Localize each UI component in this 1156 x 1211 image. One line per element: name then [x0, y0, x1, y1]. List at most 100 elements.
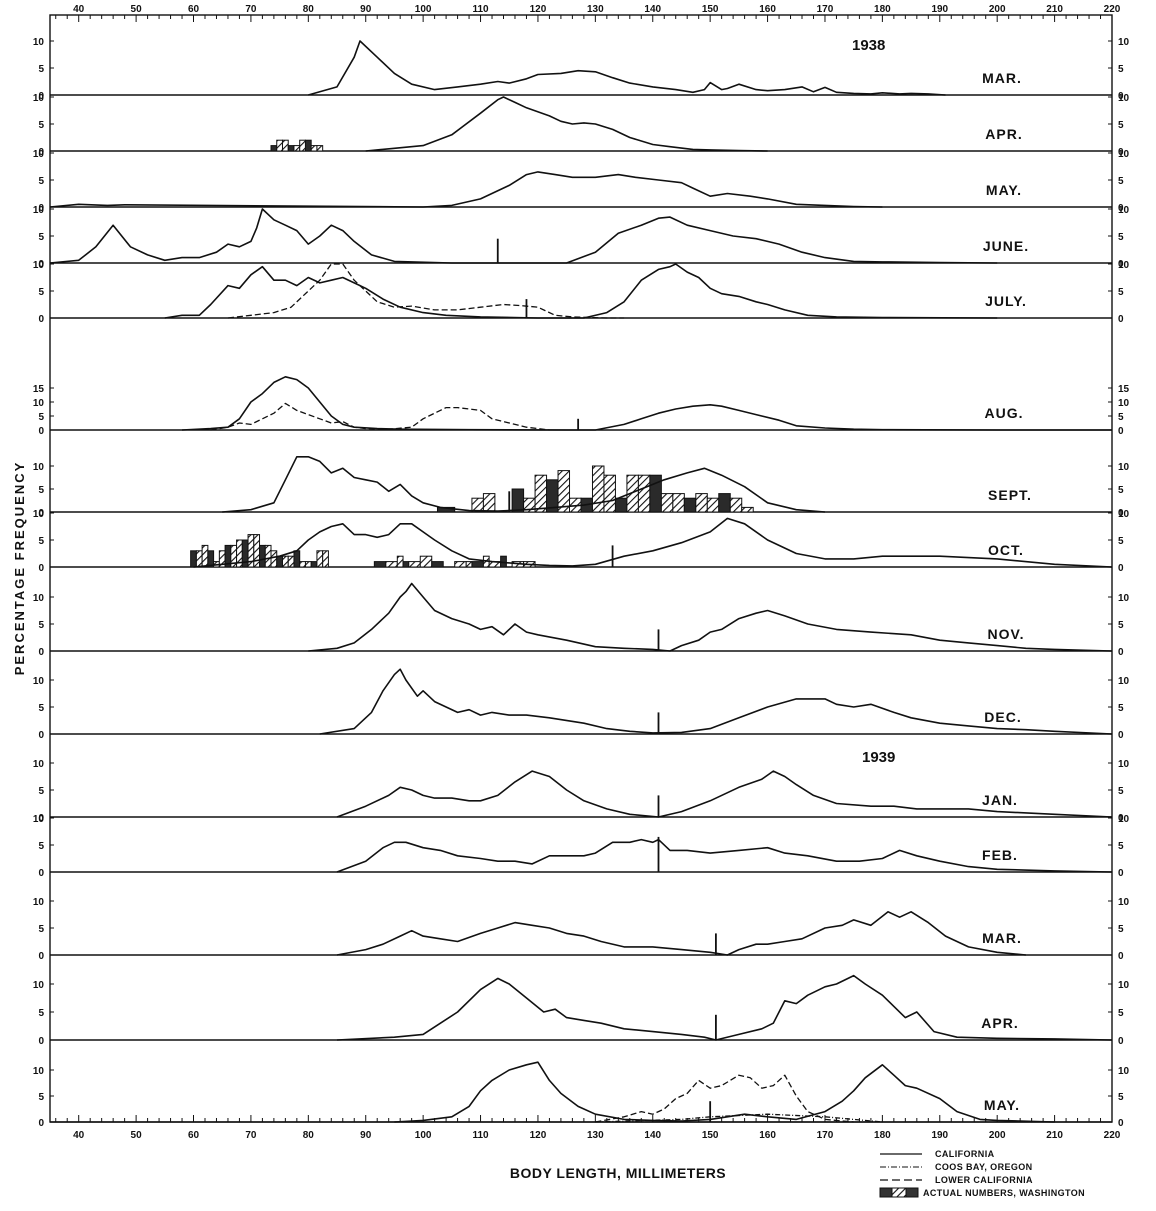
month-label: AUG. [985, 405, 1024, 421]
month-label: JULY. [985, 293, 1027, 309]
california-series-line [49, 171, 883, 208]
y-tick-label-right: 0 [1118, 813, 1124, 824]
panel-4: 0 0 5 5 10 10 JUNE. [33, 205, 1130, 270]
y-tick-label-right: 5 [1118, 287, 1124, 298]
y-tick-label-right: 10 [1118, 593, 1130, 604]
washington-bar [431, 561, 444, 568]
california-series-line [394, 1061, 1055, 1123]
washington-bar [385, 561, 398, 568]
y-tick-label-right: 5 [1118, 176, 1124, 187]
washington-bar [253, 534, 261, 568]
washington-bar [534, 474, 548, 513]
month-label: APR. [981, 1015, 1018, 1031]
x-tick-label-top: 100 [415, 4, 432, 15]
washington-bar [259, 544, 266, 568]
washington-bar [276, 139, 283, 152]
panel-9: 0 0 5 5 10 10 NOV. [33, 582, 1130, 658]
x-tick-label-bottom: 40 [73, 1130, 85, 1141]
x-tick-label-top: 220 [1104, 4, 1121, 15]
y-tick-label-right: 0 [1118, 91, 1124, 102]
x-tick-label-bottom: 220 [1104, 1130, 1121, 1141]
month-label: OCT. [988, 542, 1024, 558]
y-tick-label-right: 5 [1118, 536, 1124, 547]
y-tick-label-left: 5 [38, 1092, 44, 1103]
month-label: MAY. [986, 182, 1022, 198]
x-tick-label-top: 50 [131, 4, 143, 15]
x-tick-label-bottom: 50 [131, 1130, 143, 1141]
x-tick-label-top: 180 [874, 4, 891, 15]
y-tick-label-left: 10 [33, 260, 45, 271]
y-tick-label-right: 10 [1118, 462, 1130, 473]
panel-6: 0 0 5 5 10 10 15 15 AUG. [33, 375, 1130, 437]
y-tick-label-left: 10 [33, 205, 45, 216]
washington-bar [454, 561, 467, 568]
x-tick-label-top: 140 [644, 4, 661, 15]
washington-bar [419, 555, 433, 568]
legend: CALIFORNIA COOS BAY, OREGON LOWER CALIFO… [879, 1149, 1085, 1198]
panel-11: 0 0 5 5 10 10 JAN. [33, 759, 1130, 824]
panel-7: 0 0 5 5 10 10 SEPT. [33, 455, 1130, 519]
y-tick-label-right: 5 [1118, 232, 1124, 243]
washington-bar [207, 550, 215, 568]
washington-bar [741, 506, 754, 513]
y-tick-label-right: 10 [1118, 205, 1130, 216]
year-label-1938: 1938 [852, 37, 885, 54]
y-tick-label-right: 0 [1118, 868, 1124, 879]
y-tick-label-right: 10 [1118, 260, 1130, 271]
y-tick-label-left: 5 [38, 620, 44, 631]
california-series-line [308, 40, 946, 96]
y-tick-label-right: 5 [1118, 786, 1124, 797]
month-label: JAN. [982, 792, 1018, 808]
y-tick-label-left: 0 [38, 951, 44, 962]
y-tick-label-right: 0 [1118, 259, 1124, 270]
washington-bar [276, 555, 283, 568]
washington-bar [557, 470, 571, 513]
california-series-line [308, 582, 1113, 652]
california-series-line [181, 375, 1112, 431]
washington-bar [672, 493, 685, 513]
y-tick-label-left: 10 [33, 149, 45, 160]
x-tick-label-top: 190 [931, 4, 948, 15]
y-tick-label-right: 0 [1118, 951, 1124, 962]
washington-bar [201, 544, 209, 568]
california-series-line [164, 263, 998, 319]
y-tick-label-left: 0 [38, 868, 44, 879]
y-tick-label-right: 0 [1118, 1118, 1124, 1129]
y-tick-label-left: 0 [38, 259, 44, 270]
x-tick-label-top: 80 [303, 4, 315, 15]
y-tick-label-right: 0 [1118, 647, 1124, 658]
legend-hatch-swatch-a [879, 1187, 893, 1198]
panel-15: 0 0 5 5 10 10 MAY. [33, 1061, 1130, 1129]
washington-bar [718, 493, 731, 513]
x-tick-label-top: 170 [817, 4, 834, 15]
y-tick-label-right: 0 [1118, 508, 1124, 519]
y-tick-label-left: 10 [33, 897, 45, 908]
panel-14: 0 0 5 5 10 10 APR. [33, 974, 1130, 1047]
y-tick-label-left: 10 [33, 398, 45, 409]
month-label: APR. [985, 126, 1022, 142]
lower-california-series-line [595, 1074, 854, 1123]
washington-bar [471, 561, 484, 568]
california-series-line [336, 974, 1113, 1041]
legend-label-washington: ACTUAL NUMBERS, WASHINGTON [923, 1188, 1085, 1198]
coos-bay-series-line [595, 1113, 883, 1123]
y-tick-label-right: 0 [1118, 203, 1124, 214]
x-tick-label-bottom: 150 [702, 1130, 719, 1141]
panel-13: 0 0 5 5 10 10 MAR. [33, 897, 1130, 962]
legend-hatch-swatch-b [891, 1187, 907, 1198]
legend-label-coos-bay: COOS BAY, OREGON [935, 1162, 1033, 1172]
y-tick-label-right: 10 [1118, 1066, 1130, 1077]
x-tick-label-top: 70 [245, 4, 257, 15]
y-tick-label-left: 10 [33, 93, 45, 104]
lower-california-series-line [227, 263, 625, 319]
x-tick-label-top: 40 [73, 4, 85, 15]
y-tick-label-left: 10 [33, 37, 45, 48]
x-tick-label-top: 210 [1046, 4, 1063, 15]
y-tick-label-left: 0 [38, 426, 44, 437]
x-tick-label-bottom: 190 [931, 1130, 948, 1141]
panel-10: 0 0 5 5 10 10 DEC. [33, 668, 1130, 741]
y-tick-label-right: 0 [1118, 563, 1124, 574]
washington-bar [695, 493, 708, 513]
washington-bar [190, 550, 197, 568]
washington-bar [482, 493, 496, 513]
